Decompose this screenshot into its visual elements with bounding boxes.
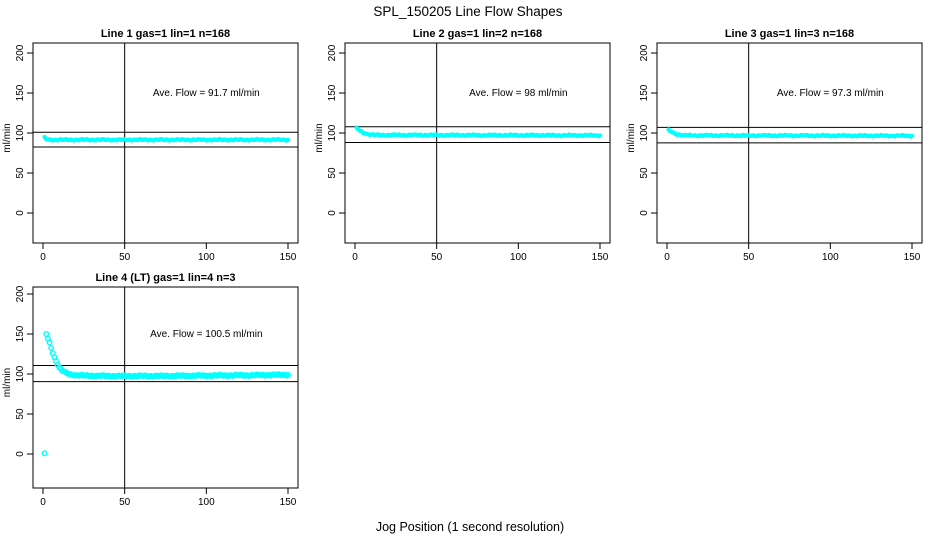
x-tick-label: 50 [743,252,755,263]
data-points [42,134,291,143]
panel-title: Line 1 gas=1 lin=1 n=168 [101,28,230,40]
ave-flow-label: Ave. Flow = 91.7 ml/min [153,88,260,99]
y-tick-label: 100 [15,124,26,141]
y-tick-label: 0 [15,210,26,216]
y-tick-label: 100 [639,124,650,141]
ave-flow-label: Ave. Flow = 98 ml/min [469,88,567,99]
data-point [597,133,603,138]
y-axis-label: ml/min [314,123,325,152]
y-tick-label: 150 [15,84,26,101]
x-tick-label: 150 [904,252,921,263]
y-tick-label: 150 [327,84,338,101]
y-tick-label: 0 [639,210,650,216]
x-tick-label: 150 [280,252,297,263]
y-axis-label: ml/min [626,123,637,152]
plot-box [32,42,299,244]
x-tick-label: 150 [592,252,609,263]
y-tick-label: 50 [639,167,650,179]
data-point [285,371,292,378]
y-axis-label: ml/min [2,123,13,152]
y-tick-label: 200 [639,44,650,61]
x-tick-label: 50 [119,497,131,508]
ave-flow-label: Ave. Flow = 100.5 ml/min [150,329,262,340]
y-tick-label: 200 [15,285,26,302]
data-point [41,450,48,457]
x-tick-label: 100 [198,252,215,263]
data-point [43,331,50,338]
x-tick-label: 100 [198,497,215,508]
data-point [285,137,291,143]
x-tick-label: 100 [822,252,839,263]
panel-4: Line 4 (LT) gas=1 lin=4 n=3 Ave. Flow = 1… [2,272,299,508]
x-tick-label: 0 [352,252,358,263]
x-tick-label: 100 [510,252,527,263]
y-tick-label: 100 [15,365,26,382]
data-point [48,344,55,351]
x-tick-label: 0 [40,252,46,263]
panel-2: Line 2 gas=1 lin=2 n=168 Ave. Flow = 98 m… [314,28,611,263]
data-points [666,127,915,139]
y-tick-label: 150 [15,325,26,342]
panel-3: Line 3 gas=1 lin=3 n=168 Ave. Flow = 97.3… [626,28,923,263]
y-tick-label: 50 [327,167,338,179]
panel-title: Line 4 (LT) gas=1 lin=4 n=3 [95,272,235,284]
y-axis-label: ml/min [2,368,13,397]
data-points [354,125,603,139]
y-tick-label: 200 [327,44,338,61]
data-point [46,339,53,346]
y-tick-label: 50 [15,408,26,420]
x-tick-label: 0 [664,252,670,263]
x-tick-label: 0 [40,497,46,508]
plot-box [344,42,611,244]
y-tick-label: 150 [639,84,650,101]
x-tick-label: 50 [431,252,443,263]
y-tick-label: 100 [327,124,338,141]
figure-title: SPL_150205 Line Flow Shapes [373,4,562,19]
panel-title: Line 3 gas=1 lin=3 n=168 [725,28,854,40]
x-axis-label: Jog Position (1 second resolution) [376,520,564,534]
data-point [909,133,915,139]
panel-title: Line 2 gas=1 lin=2 n=168 [413,28,542,40]
panel-1: Line 1 gas=1 lin=1 n=168 Ave. Flow = 91.7… [2,28,299,263]
x-tick-label: 150 [280,497,297,508]
ave-flow-label: Ave. Flow = 97.3 ml/min [777,88,884,99]
data-points [41,331,292,457]
panels: Line 1 gas=1 lin=1 n=168 Ave. Flow = 91.7… [2,28,923,508]
plot-box [32,286,299,489]
y-tick-label: 50 [15,167,26,179]
y-tick-label: 0 [327,210,338,216]
y-tick-label: 0 [15,451,26,457]
y-tick-label: 200 [15,44,26,61]
x-tick-label: 50 [119,252,131,263]
